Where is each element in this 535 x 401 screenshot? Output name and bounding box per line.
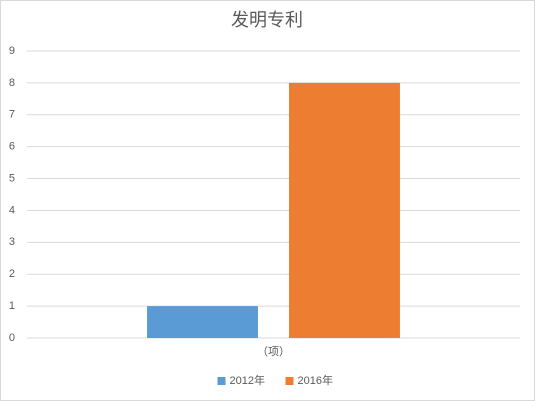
y-tick-label: 0 <box>9 332 15 344</box>
y-tick-label: 3 <box>9 236 15 248</box>
y-tick-label: 7 <box>9 109 15 121</box>
x-tick-label: （项） <box>257 345 290 358</box>
y-tick-label: 2 <box>9 268 15 280</box>
legend-label: 2012年 <box>230 373 265 387</box>
chart-title: 发明专利 <box>231 10 303 30</box>
legend-label: 2016年 <box>298 373 333 387</box>
y-tick-label: 4 <box>9 204 15 216</box>
y-tick-label: 5 <box>9 172 15 184</box>
legend-swatch <box>217 377 226 385</box>
bar <box>289 82 400 338</box>
legend-swatch <box>285 377 294 385</box>
y-tick-label: 8 <box>9 77 15 89</box>
y-tick-label: 9 <box>9 45 15 57</box>
y-tick-label: 1 <box>9 300 15 312</box>
bar <box>147 306 258 338</box>
y-tick-label: 6 <box>9 141 15 153</box>
